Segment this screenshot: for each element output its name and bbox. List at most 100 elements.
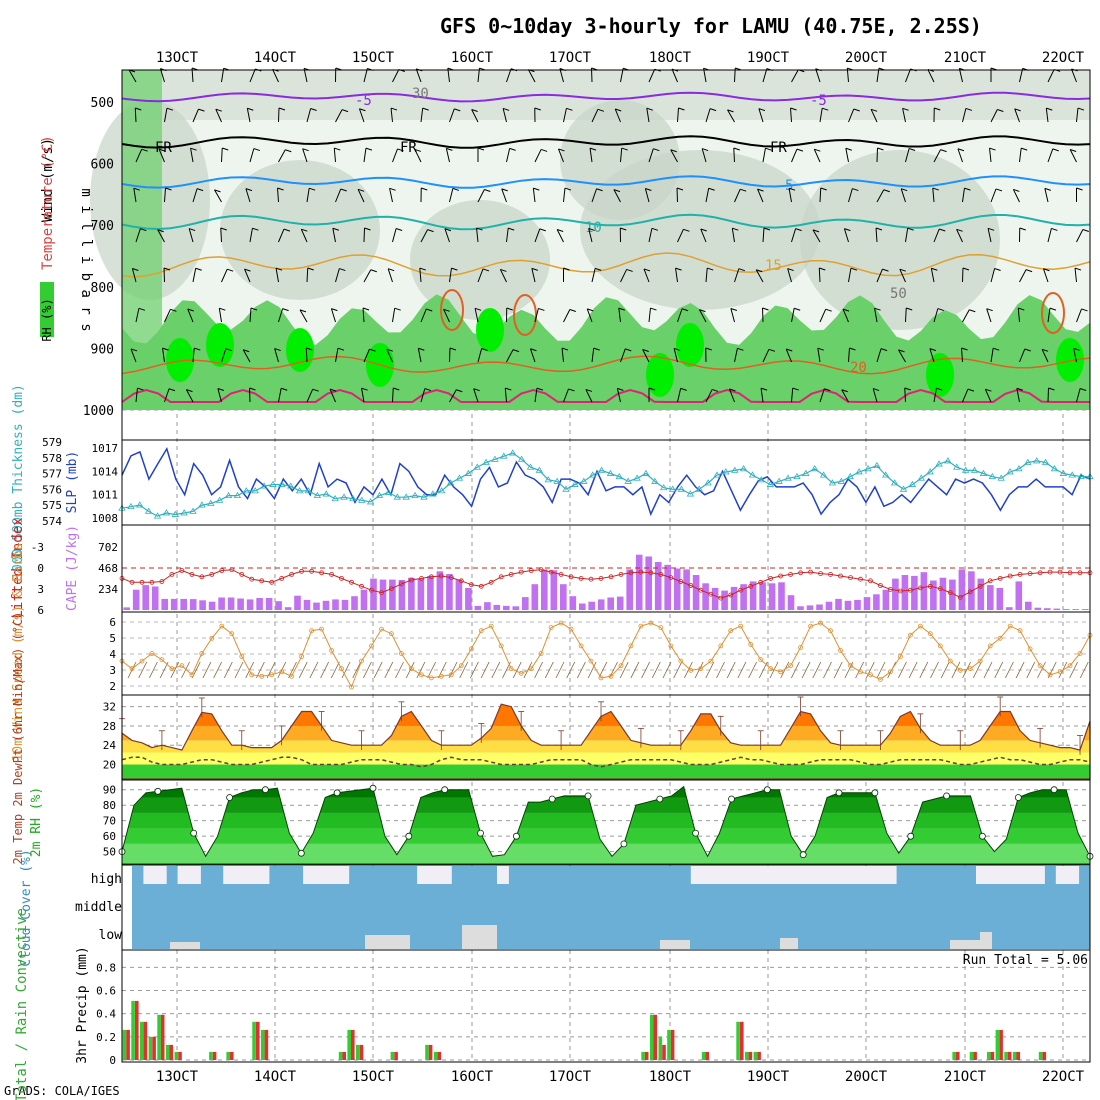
cape-bar bbox=[256, 598, 263, 610]
cape-bar bbox=[341, 599, 349, 610]
li-marker bbox=[458, 578, 464, 584]
wind-barb-flag bbox=[678, 107, 685, 111]
wind-marker bbox=[588, 658, 594, 664]
li-marker bbox=[918, 585, 923, 591]
thickness-marker bbox=[571, 480, 579, 487]
wind-barb bbox=[531, 268, 536, 283]
surface-wind-barb bbox=[983, 661, 993, 679]
wind-barb-flag bbox=[187, 308, 194, 312]
wind-barb bbox=[762, 349, 770, 363]
wind-barb bbox=[1076, 229, 1084, 243]
cape-bar bbox=[702, 583, 709, 610]
li-marker bbox=[349, 579, 354, 585]
wind-barb bbox=[563, 388, 569, 403]
wind-barb-flag bbox=[730, 308, 738, 311]
surface-wind-barb bbox=[384, 661, 394, 679]
thickness-tick: 575 bbox=[42, 499, 62, 512]
high-cloud-cell bbox=[770, 866, 783, 884]
cape-bar bbox=[901, 575, 909, 610]
wind-barb-flag bbox=[842, 308, 850, 312]
wind-barb-flag bbox=[653, 148, 660, 152]
cape-bar bbox=[977, 578, 985, 610]
wind-marker bbox=[289, 673, 295, 679]
surface-wind-barb bbox=[223, 661, 233, 679]
wind-barb-flag bbox=[397, 148, 404, 152]
thickness-marker bbox=[846, 472, 854, 480]
rh-band bbox=[122, 843, 1090, 864]
contour-freeze bbox=[121, 135, 1091, 149]
high-cloud-cell bbox=[690, 866, 703, 884]
wind-barb-flag bbox=[302, 148, 309, 152]
cloud-axis-label: Cloud Cover (%) bbox=[19, 849, 34, 966]
surface-wind-barb bbox=[609, 661, 618, 679]
wind-barb bbox=[363, 148, 367, 163]
rh-marker bbox=[154, 787, 162, 795]
wind-barb-flag bbox=[940, 149, 947, 153]
wind-barb bbox=[762, 148, 766, 163]
wind-barb-flag bbox=[533, 187, 540, 191]
wind-barb bbox=[502, 108, 507, 123]
wind-barb-flag bbox=[648, 387, 656, 391]
precip-conv-bar bbox=[428, 1044, 433, 1060]
li-marker bbox=[718, 595, 724, 601]
thickness-marker bbox=[287, 482, 295, 489]
li-marker bbox=[748, 583, 754, 589]
thickness-marker bbox=[340, 493, 348, 500]
wind-barb-flag bbox=[186, 389, 193, 393]
wind-barb-flag bbox=[563, 267, 570, 271]
wind-barb bbox=[414, 149, 422, 163]
cape-bar bbox=[949, 579, 956, 610]
thickness-marker bbox=[917, 474, 925, 481]
high-cloud-cell bbox=[143, 866, 156, 884]
wind-marker bbox=[189, 672, 195, 678]
rh-max-fill bbox=[206, 323, 234, 367]
wind-marker bbox=[818, 620, 823, 626]
cape-bar bbox=[626, 569, 633, 610]
upper-air-panel: -5 -5 FR FR FR 5 10 15 20 30 50 bbox=[90, 67, 1091, 410]
thickness-marker bbox=[455, 474, 464, 481]
contour-label: FR bbox=[155, 140, 172, 156]
wind-barb-flag bbox=[701, 148, 709, 152]
wind-marker bbox=[209, 635, 215, 641]
cape-bar bbox=[806, 605, 814, 610]
wind-barb bbox=[392, 308, 396, 323]
thickness-marker bbox=[810, 465, 819, 472]
precip-conv-bar bbox=[351, 1029, 355, 1060]
wind-barb-flag bbox=[1082, 229, 1090, 233]
wind-barb-flag bbox=[615, 108, 622, 112]
wind-barb bbox=[162, 348, 165, 363]
cape-bar bbox=[522, 597, 529, 610]
wind-barb-flag bbox=[1069, 149, 1077, 153]
thickness-tick: 579 bbox=[42, 436, 62, 449]
contour-label: 15 bbox=[765, 258, 782, 274]
wind-barb bbox=[135, 388, 138, 403]
date-label-bottom: 21OCT bbox=[944, 1069, 987, 1085]
surface-wind-barb bbox=[716, 661, 725, 679]
wind-barb bbox=[499, 269, 507, 283]
wind-barb-flag bbox=[283, 228, 291, 232]
wind-barb bbox=[990, 109, 998, 123]
wind-barb-flag bbox=[306, 347, 313, 351]
wind-barb-flag bbox=[987, 227, 995, 231]
cape-bar bbox=[446, 574, 453, 610]
wind-barb bbox=[614, 108, 621, 123]
cape-bar bbox=[759, 582, 766, 610]
wind-barb-flag bbox=[680, 387, 687, 391]
high-cloud-cell bbox=[234, 866, 247, 884]
wind-barb bbox=[157, 229, 165, 243]
cape-bar bbox=[939, 577, 947, 610]
wind-barb bbox=[563, 309, 571, 323]
wind-barb bbox=[559, 68, 564, 83]
precip-right-label: 3hr Precip (mm) bbox=[75, 946, 90, 1063]
wind-barb-flag bbox=[449, 347, 457, 351]
wind-barb bbox=[905, 148, 910, 163]
wind-marker bbox=[1067, 663, 1073, 669]
li-marker bbox=[828, 572, 833, 577]
wind-barb bbox=[703, 68, 707, 83]
wind-barb bbox=[221, 269, 228, 283]
wind-marker bbox=[798, 645, 803, 650]
surface-wind-barb bbox=[812, 661, 822, 679]
li-marker bbox=[868, 578, 873, 584]
wind-barb bbox=[644, 188, 650, 203]
high-cloud-cell bbox=[782, 866, 794, 884]
